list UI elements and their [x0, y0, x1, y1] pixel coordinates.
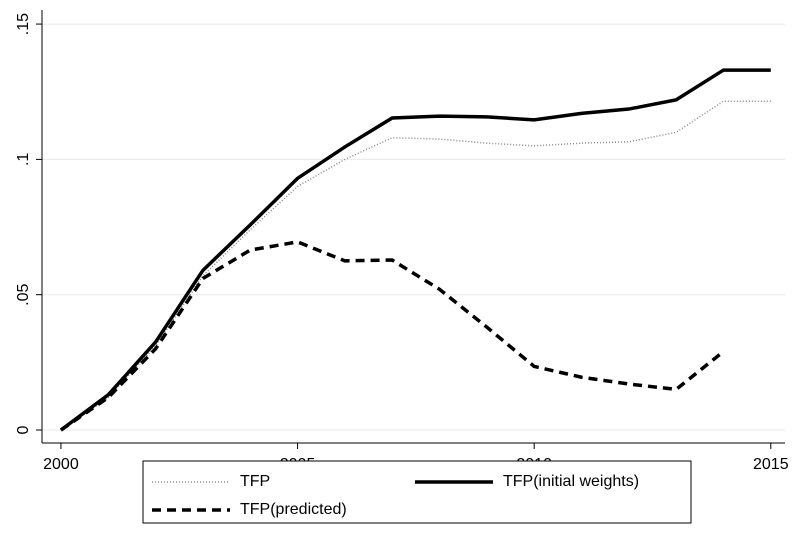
y-tick-label: .05	[15, 283, 32, 305]
legend-box	[142, 460, 692, 524]
series-line	[59, 68, 771, 432]
y-tick-label: .15	[15, 13, 32, 35]
legend-label: TFP	[240, 473, 270, 490]
y-tick-label: .1	[15, 153, 32, 166]
plot-area	[42, 10, 785, 443]
x-tick-label: 2015	[753, 456, 789, 473]
series-line	[59, 240, 725, 432]
legend-label: TFP(initial weights)	[503, 473, 639, 490]
legend-label: TFP(predicted)	[240, 501, 347, 518]
x-tick-label: 2000	[43, 456, 79, 473]
y-tick-label: 0	[15, 425, 32, 434]
